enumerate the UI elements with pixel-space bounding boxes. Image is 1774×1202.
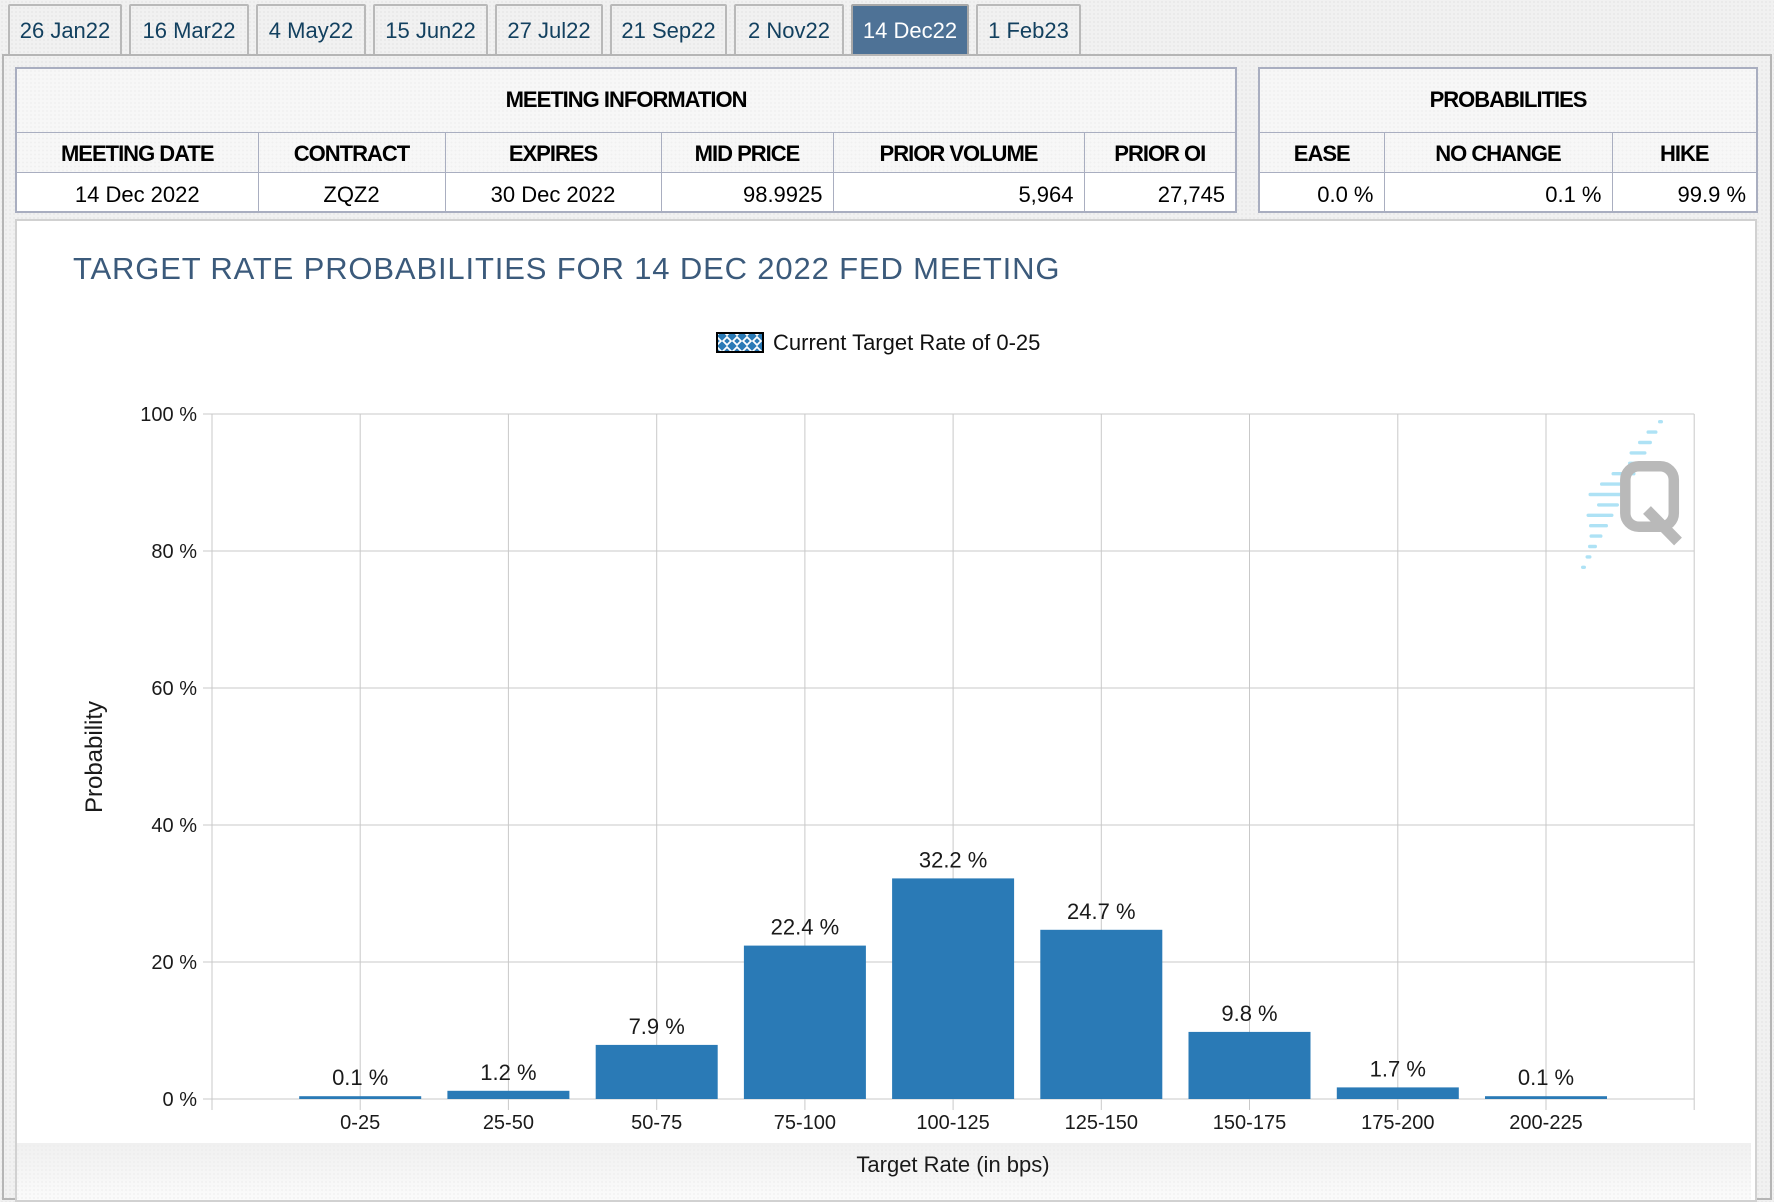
svg-text:1.2 %: 1.2 % xyxy=(480,1060,536,1085)
svg-text:Current Target Rate of 0-25: Current Target Rate of 0-25 xyxy=(773,330,1040,355)
svg-text:Probability: Probability xyxy=(81,701,108,813)
svg-text:0.1 %: 0.1 % xyxy=(332,1065,388,1090)
svg-text:7.9 %: 7.9 % xyxy=(629,1014,685,1039)
svg-text:175-200: 175-200 xyxy=(1361,1112,1434,1134)
svg-text:0.1 %: 0.1 % xyxy=(1518,1065,1574,1090)
svg-text:32.2 %: 32.2 % xyxy=(919,847,988,872)
svg-text:0 %: 0 % xyxy=(163,1089,198,1111)
svg-text:9.8 %: 9.8 % xyxy=(1221,1001,1277,1026)
svg-text:75-100: 75-100 xyxy=(774,1112,836,1134)
svg-text:1.7 %: 1.7 % xyxy=(1370,1056,1426,1081)
svg-text:50-75: 50-75 xyxy=(631,1112,682,1134)
svg-text:125-150: 125-150 xyxy=(1065,1112,1138,1134)
svg-text:60 %: 60 % xyxy=(151,678,197,700)
svg-text:22.4 %: 22.4 % xyxy=(771,915,840,940)
svg-text:80 %: 80 % xyxy=(151,541,197,563)
svg-text:40 %: 40 % xyxy=(151,815,197,837)
svg-text:200-225: 200-225 xyxy=(1509,1112,1582,1134)
svg-text:150-175: 150-175 xyxy=(1213,1112,1286,1134)
svg-text:24.7 %: 24.7 % xyxy=(1067,899,1136,924)
svg-text:25-50: 25-50 xyxy=(483,1112,534,1134)
svg-text:100 %: 100 % xyxy=(140,404,197,426)
svg-text:20 %: 20 % xyxy=(151,952,197,974)
svg-text:100-125: 100-125 xyxy=(916,1112,989,1134)
svg-text:Target Rate (in bps): Target Rate (in bps) xyxy=(856,1152,1049,1177)
svg-text:0-25: 0-25 xyxy=(340,1112,380,1134)
